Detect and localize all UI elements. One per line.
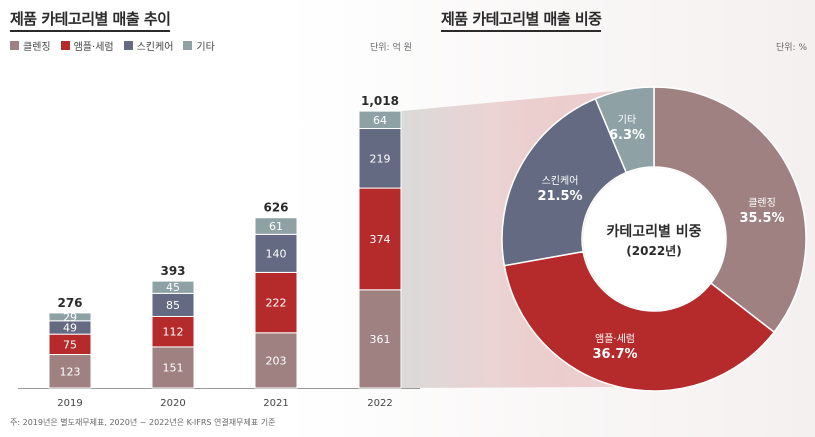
- bar-chart-title: 제품 카테고리별 매출 추이: [10, 8, 171, 32]
- donut-slice-name: 스킨케어: [542, 175, 579, 187]
- legend-label-cleansing: 클렌징: [23, 42, 51, 53]
- footnote: 주: 2019년은 별도재무제표, 2020년 ~ 2022년은 K-IFRS …: [10, 418, 276, 427]
- bar-segment: [151, 280, 195, 294]
- donut-center: [583, 168, 725, 310]
- legend: 클렌징 앰플·세럼 스킨케어 기타: [10, 38, 215, 53]
- donut-slice-name: 클렌징: [748, 197, 776, 209]
- bar-value-label: 112: [163, 326, 184, 339]
- bar-value-label: 75: [63, 338, 77, 351]
- x-tick-label: 2019: [57, 398, 82, 409]
- donut-chart-title: 제품 카테고리별 매출 비중: [441, 8, 602, 32]
- donut-slice: [594, 86, 655, 174]
- donut-center-sublabel: (2022년): [626, 244, 681, 258]
- bar-value-label: 49: [63, 321, 77, 334]
- bar-total-label: 276: [57, 296, 82, 310]
- legend-swatch-other: [183, 41, 193, 50]
- legend-label-other: 기타: [196, 42, 215, 53]
- bar-value-label: 361: [370, 333, 391, 346]
- legend-item-cleansing: 클렌징: [10, 38, 51, 53]
- bar-total-label: 1,018: [361, 94, 399, 108]
- donut-slice-percent: 36.7%: [592, 347, 637, 362]
- legend-swatch-ampoule-serum: [60, 41, 70, 50]
- bar-segment: [48, 312, 92, 322]
- bar-value-label: 374: [370, 233, 391, 246]
- donut-slice-percent: 35.5%: [739, 211, 784, 226]
- bar-value-label: 85: [166, 299, 180, 312]
- legend-swatch-skincare: [123, 41, 133, 50]
- donut-slice-percent: 21.5%: [537, 189, 582, 204]
- donut-center-label: 카테고리별 비중: [606, 223, 701, 240]
- bar-value-label: 45: [166, 281, 180, 294]
- legend-item-skincare: 스킨케어: [123, 38, 174, 53]
- legend-item-other: 기타: [183, 38, 215, 53]
- donut-chart-unit: 단위: %: [776, 43, 808, 53]
- bar-segment: [358, 187, 402, 291]
- donut-slice-name: 기타: [618, 114, 636, 126]
- bar-value-label: 61: [269, 220, 283, 233]
- donut-slice-name: 앰플·세럼: [595, 332, 635, 345]
- bar-value-label: 123: [60, 365, 81, 378]
- donut-slice: [653, 86, 807, 334]
- bar-value-label: 222: [266, 297, 287, 310]
- bar-segment: [358, 289, 402, 389]
- bar-segment: [358, 128, 402, 189]
- donut-slice: [503, 250, 776, 392]
- x-tick-label: 2020: [160, 398, 185, 409]
- bar-total-label: 626: [263, 201, 288, 215]
- bar-value-label: 203: [266, 354, 287, 367]
- bar-total-label: 393: [160, 264, 185, 278]
- bar-value-label: 151: [163, 361, 184, 374]
- legend-item-ampoule-serum: 앰플·세럼: [60, 38, 114, 53]
- x-tick-label: 2021: [263, 398, 288, 409]
- bar-value-label: 140: [266, 247, 287, 260]
- bar-segment: [254, 233, 298, 273]
- bar-segment: [254, 217, 298, 235]
- donut-slice-percent: 6.3%: [609, 128, 645, 143]
- bar-value-label: 219: [370, 152, 391, 165]
- legend-label-ampoule-serum: 앰플·세럼: [73, 42, 114, 53]
- donut-slice: [501, 97, 628, 267]
- legend-label-skincare: 스킨케어: [136, 42, 174, 53]
- legend-swatch-cleansing: [10, 41, 19, 50]
- bar-value-label: 64: [373, 114, 387, 127]
- bar-segment: [48, 354, 92, 389]
- x-tick-label: 2022: [367, 398, 392, 409]
- bar-chart-unit: 단위: 억 원: [370, 43, 412, 53]
- bar-segment: [358, 110, 402, 130]
- bar-value-label: 29: [63, 311, 77, 324]
